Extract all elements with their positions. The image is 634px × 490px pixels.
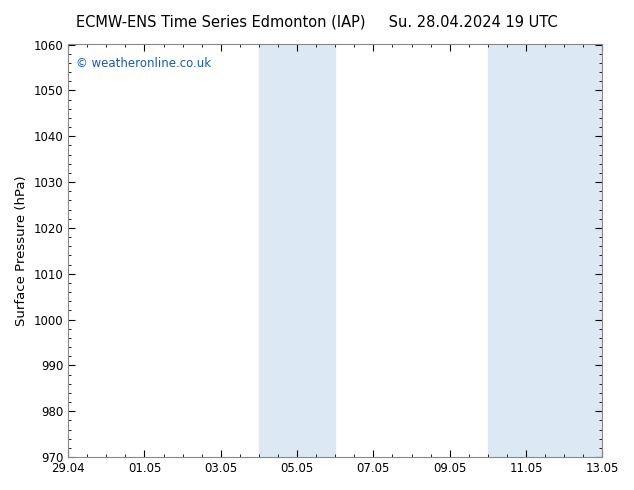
Bar: [259, 45, 335, 457]
Bar: [488, 45, 602, 457]
Y-axis label: Surface Pressure (hPa): Surface Pressure (hPa): [15, 175, 28, 326]
Text: ECMW-ENS Time Series Edmonton (IAP)     Su. 28.04.2024 19 UTC: ECMW-ENS Time Series Edmonton (IAP) Su. …: [76, 15, 558, 30]
Text: © weatheronline.co.uk: © weatheronline.co.uk: [76, 57, 211, 70]
